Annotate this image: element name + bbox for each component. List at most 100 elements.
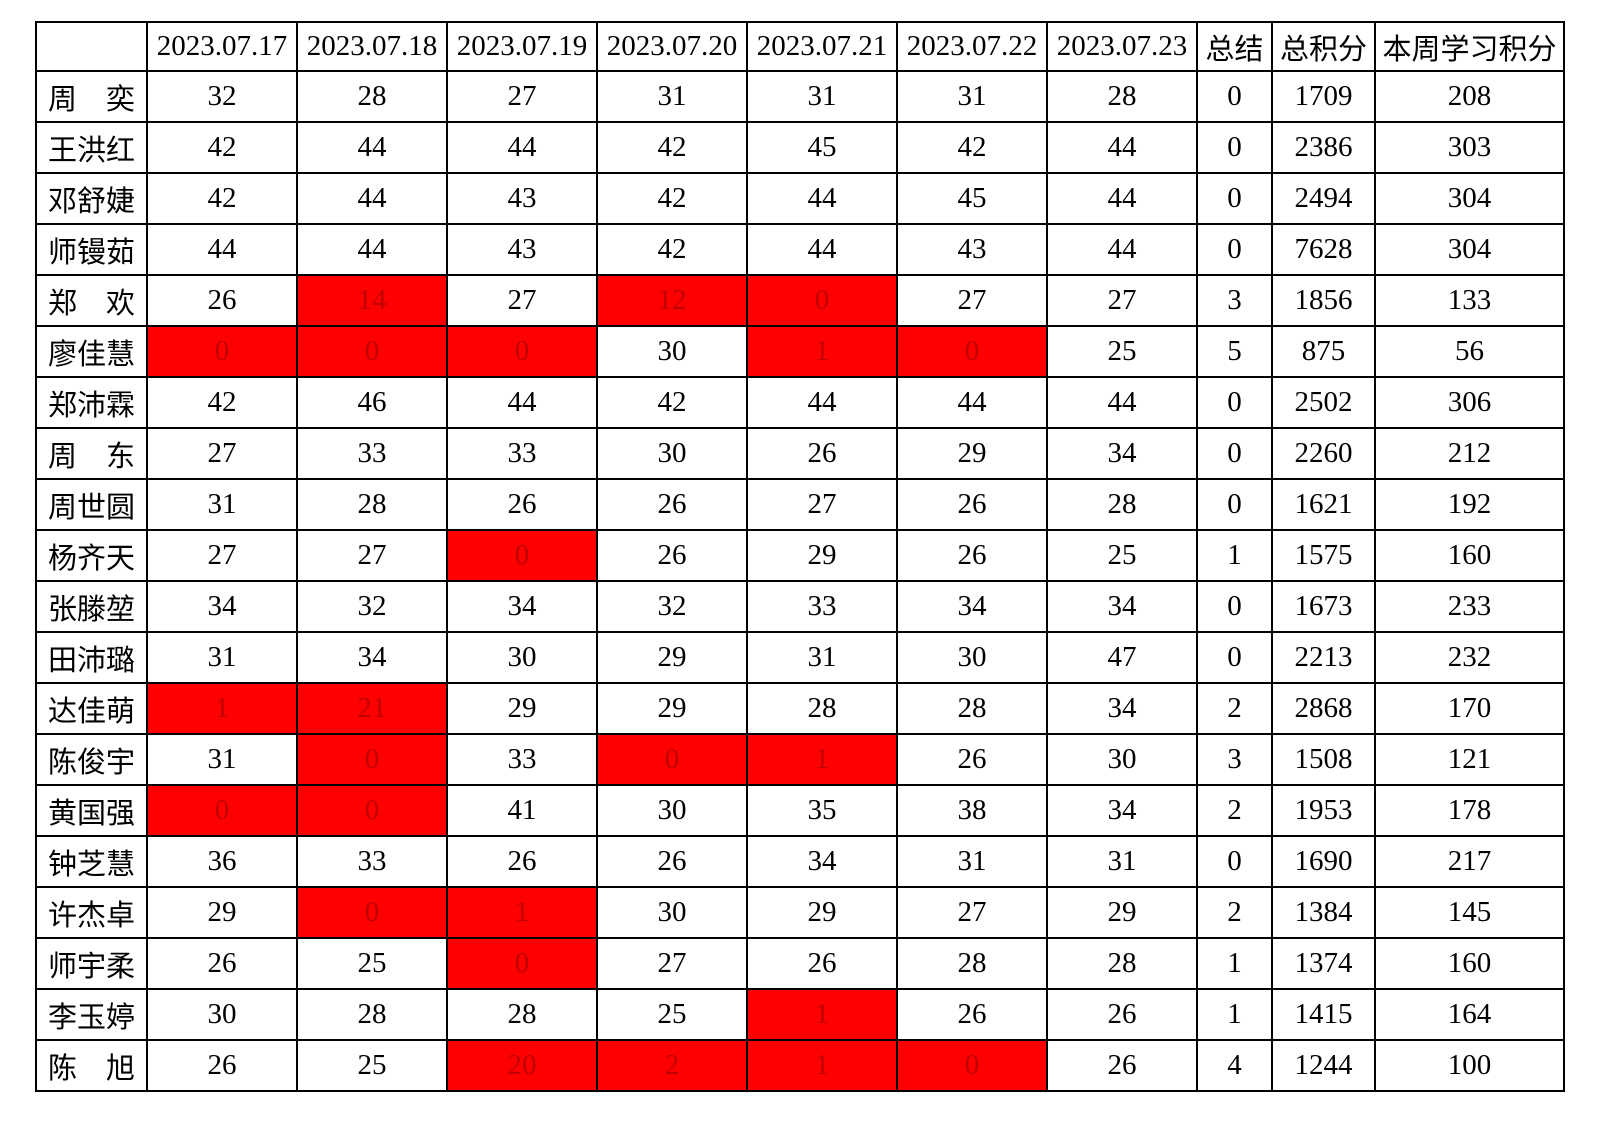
daily-score-cell: 1 — [446, 886, 599, 939]
student-row: 钟芝慧 36 33 26 26 34 31 31 0 1690 217 — [34, 835, 1566, 888]
daily-score-cell: 27 — [746, 478, 899, 531]
daily-score-cell: 33 — [446, 427, 599, 480]
student-row: 李玉婷 30 28 28 25 1 26 26 1 1415 164 — [34, 988, 1566, 1041]
student-name-cell: 师镘茹 — [34, 223, 149, 276]
daily-score-cell: 29 — [1046, 886, 1199, 939]
daily-score-cell: 31 — [146, 733, 299, 786]
week-points-cell: 160 — [1374, 529, 1566, 582]
daily-score-cell: 28 — [296, 478, 449, 531]
student-name: 陈旭 — [48, 1052, 136, 1085]
daily-score-cell: 47 — [1046, 631, 1199, 684]
daily-score-cell: 44 — [1046, 223, 1199, 276]
daily-score-cell: 31 — [1046, 835, 1199, 888]
date-header: 2023.07.19 — [446, 21, 599, 72]
week-points-cell: 160 — [1374, 937, 1566, 990]
week-points-cell: 178 — [1374, 784, 1566, 837]
summary-cell: 5 — [1196, 325, 1274, 378]
student-name: 田沛璐 — [48, 644, 136, 677]
total-points-cell: 1384 — [1271, 886, 1377, 939]
student-name-cell: 周东 — [34, 427, 149, 480]
daily-score-cell: 14 — [296, 274, 449, 327]
daily-score-cell: 0 — [146, 784, 299, 837]
summary-cell: 0 — [1196, 427, 1274, 480]
student-name-cell: 达佳萌 — [34, 682, 149, 735]
daily-score-cell: 36 — [146, 835, 299, 888]
daily-score-cell: 30 — [596, 784, 749, 837]
daily-score-cell: 1 — [146, 682, 299, 735]
student-row: 师镘茹 44 44 43 42 44 43 44 0 7628 304 — [34, 223, 1566, 276]
student-row: 周东 27 33 33 30 26 29 34 0 2260 212 — [34, 427, 1566, 480]
student-name-cell: 周世圆 — [34, 478, 149, 531]
sheet: 2023.07.17 2023.07.18 2023.07.19 2023.07… — [34, 21, 1566, 1092]
daily-score-cell: 44 — [296, 223, 449, 276]
daily-score-cell: 44 — [746, 376, 899, 429]
student-row: 达佳萌 1 21 29 29 28 28 34 2 2868 170 — [34, 682, 1566, 735]
summary-cell: 3 — [1196, 733, 1274, 786]
student-row: 陈俊宇 31 0 33 0 1 26 30 3 1508 121 — [34, 733, 1566, 786]
week-points-cell: 212 — [1374, 427, 1566, 480]
daily-score-cell: 26 — [746, 937, 899, 990]
student-name-cell: 黄国强 — [34, 784, 149, 837]
daily-score-cell: 44 — [296, 121, 449, 174]
student-name: 邓舒婕 — [48, 185, 136, 218]
student-name: 郑欢 — [48, 287, 136, 320]
daily-score-cell: 20 — [446, 1039, 599, 1092]
daily-score-cell: 28 — [1046, 478, 1199, 531]
summary-cell: 1 — [1196, 529, 1274, 582]
daily-score-cell: 28 — [896, 682, 1049, 735]
student-row: 王洪红 42 44 44 42 45 42 44 0 2386 303 — [34, 121, 1566, 174]
daily-score-cell: 0 — [146, 325, 299, 378]
student-name-cell: 陈俊宇 — [34, 733, 149, 786]
student-name: 张滕堃 — [48, 593, 136, 626]
week-points-cell: 306 — [1374, 376, 1566, 429]
date-header: 2023.07.18 — [296, 21, 449, 72]
daily-score-cell: 34 — [1046, 784, 1199, 837]
total-points-header: 总积分 — [1271, 21, 1377, 72]
daily-score-cell: 26 — [746, 427, 899, 480]
student-row: 张滕堃 34 32 34 32 33 34 34 0 1673 233 — [34, 580, 1566, 633]
daily-score-cell: 0 — [446, 529, 599, 582]
daily-score-cell: 42 — [596, 223, 749, 276]
total-points-cell: 1415 — [1271, 988, 1377, 1041]
daily-score-cell: 31 — [896, 835, 1049, 888]
daily-score-cell: 46 — [296, 376, 449, 429]
daily-score-cell: 44 — [1046, 172, 1199, 225]
week-points-cell: 145 — [1374, 886, 1566, 939]
student-row: 许杰卓 29 0 1 30 29 27 29 2 1384 145 — [34, 886, 1566, 939]
daily-score-cell: 32 — [146, 70, 299, 123]
week-points-cell: 208 — [1374, 70, 1566, 123]
daily-score-cell: 29 — [596, 682, 749, 735]
corner-cell — [34, 21, 149, 72]
daily-score-cell: 26 — [896, 529, 1049, 582]
summary-cell: 2 — [1196, 886, 1274, 939]
week-points-cell: 170 — [1374, 682, 1566, 735]
daily-score-cell: 42 — [596, 376, 749, 429]
total-points-cell: 2213 — [1271, 631, 1377, 684]
week-points-cell: 217 — [1374, 835, 1566, 888]
summary-cell: 0 — [1196, 172, 1274, 225]
student-row: 周奕 32 28 27 31 31 31 28 0 1709 208 — [34, 70, 1566, 123]
daily-score-cell: 44 — [1046, 121, 1199, 174]
daily-score-cell: 28 — [296, 988, 449, 1041]
daily-score-cell: 44 — [746, 223, 899, 276]
total-points-cell: 1621 — [1271, 478, 1377, 531]
daily-score-cell: 25 — [296, 937, 449, 990]
total-points-cell: 1690 — [1271, 835, 1377, 888]
date-header: 2023.07.17 — [146, 21, 299, 72]
student-name: 王洪红 — [48, 134, 136, 167]
student-row: 周世圆 31 28 26 26 27 26 28 0 1621 192 — [34, 478, 1566, 531]
daily-score-cell: 1 — [746, 988, 899, 1041]
daily-score-cell: 31 — [146, 631, 299, 684]
daily-score-cell: 0 — [896, 1039, 1049, 1092]
daily-score-cell: 44 — [746, 172, 899, 225]
daily-score-cell: 34 — [1046, 427, 1199, 480]
week-points-cell: 233 — [1374, 580, 1566, 633]
student-name-cell: 李玉婷 — [34, 988, 149, 1041]
daily-score-cell: 43 — [896, 223, 1049, 276]
daily-score-cell: 28 — [296, 70, 449, 123]
daily-score-cell: 29 — [446, 682, 599, 735]
daily-score-cell: 30 — [596, 325, 749, 378]
total-points-cell: 1508 — [1271, 733, 1377, 786]
daily-score-cell: 34 — [146, 580, 299, 633]
daily-score-cell: 0 — [296, 325, 449, 378]
